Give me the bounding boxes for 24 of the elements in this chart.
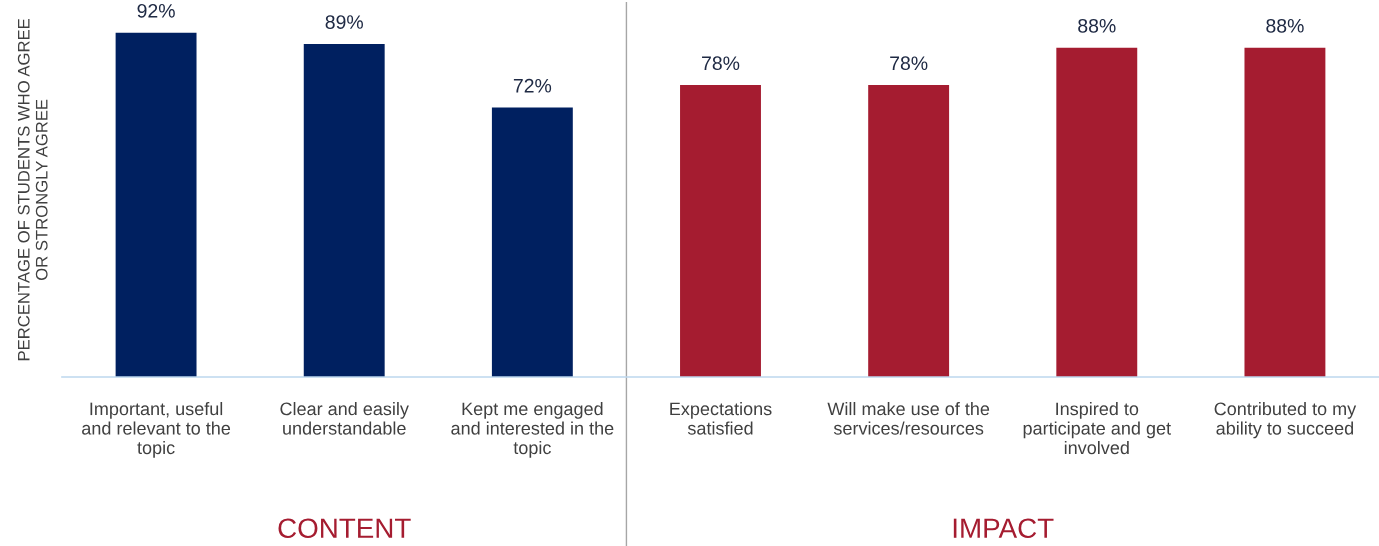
y-axis-title: PERCENTAGE OF STUDENTS WHO AGREE OR STRONGLY AGREE — [17, 18, 48, 361]
bar — [1056, 47, 1138, 377]
data-label: 88% — [1266, 18, 1304, 33]
data-label: 78% — [890, 56, 928, 71]
bar — [115, 32, 197, 377]
bar — [1244, 47, 1326, 377]
bar — [303, 43, 385, 377]
x-tick-label: Important, useful and relevant to the topic — [82, 402, 231, 458]
data-label: 92% — [137, 3, 175, 18]
bar — [868, 85, 950, 377]
x-tick-label: Contributed to my ability to succeed — [1214, 402, 1357, 439]
bar — [680, 85, 761, 377]
x-tick-label: Expectations satisfied — [670, 402, 772, 435]
text: IMPACT — [953, 518, 1054, 539]
data-label: 88% — [1078, 18, 1116, 33]
data-label: 78% — [702, 56, 740, 71]
data-label: 72% — [513, 78, 552, 93]
data-label: 89% — [325, 15, 363, 29]
x-tick-label: Clear and easily understandable — [280, 402, 409, 435]
x-tick-label: Will make use of the services/resources — [827, 402, 990, 435]
text: CONTENT — [278, 518, 411, 539]
x-tick-label: Kept me engaged and interested in the topic — [451, 402, 614, 458]
bar — [491, 107, 573, 377]
x-tick-label: Inspired to participate and get involved — [1023, 402, 1171, 455]
